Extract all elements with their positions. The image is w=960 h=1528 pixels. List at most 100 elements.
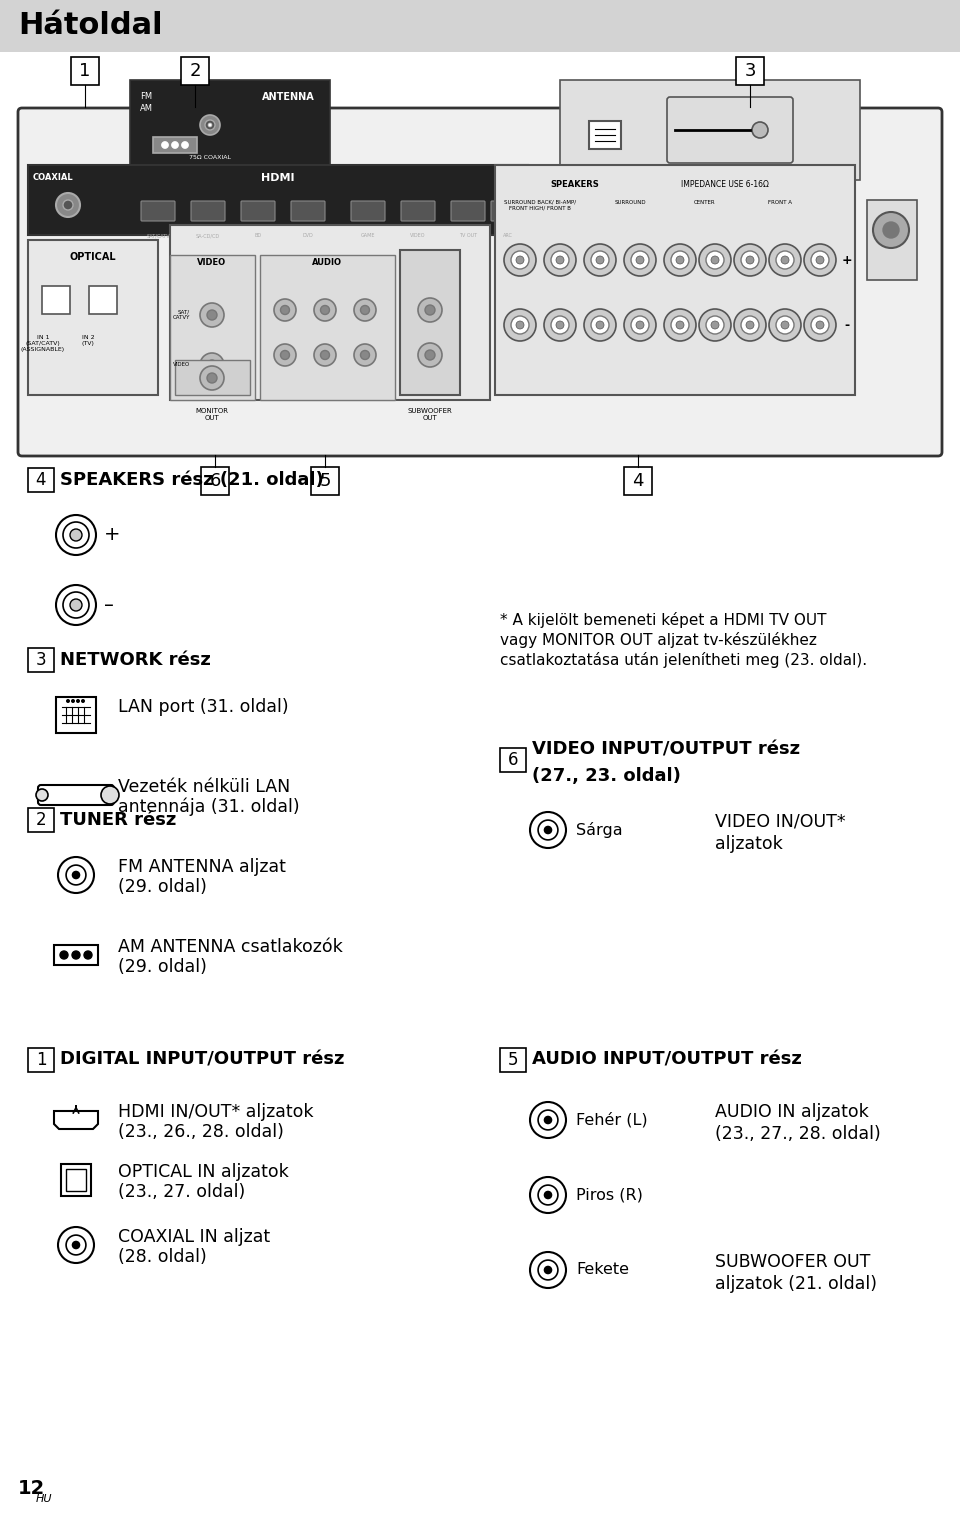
Circle shape: [706, 316, 724, 335]
Bar: [54, 944, 98, 966]
Circle shape: [56, 585, 96, 625]
Text: VIDEO INPUT/OUTPUT rész: VIDEO INPUT/OUTPUT rész: [532, 741, 800, 759]
Circle shape: [181, 142, 188, 148]
Text: +: +: [842, 254, 852, 266]
Circle shape: [418, 342, 442, 367]
Bar: [28, 808, 54, 833]
Bar: [201, 468, 229, 495]
Circle shape: [200, 303, 224, 327]
Circle shape: [58, 1227, 94, 1264]
Text: FRONT A: FRONT A: [768, 200, 792, 205]
Bar: [500, 1048, 526, 1073]
Text: FM ANTENNA aljzat: FM ANTENNA aljzat: [118, 859, 286, 876]
Text: LAN port (31. oldal): LAN port (31. oldal): [118, 698, 289, 717]
Bar: [624, 468, 652, 495]
FancyBboxPatch shape: [351, 202, 385, 222]
Circle shape: [539, 821, 558, 840]
Circle shape: [361, 306, 370, 315]
Circle shape: [804, 309, 836, 341]
Circle shape: [873, 212, 909, 248]
Circle shape: [72, 1241, 80, 1248]
Circle shape: [591, 251, 609, 269]
Text: –: –: [104, 596, 114, 614]
Circle shape: [539, 1186, 558, 1206]
Text: aljzatok: aljzatok: [715, 834, 782, 853]
Circle shape: [63, 523, 89, 549]
Circle shape: [361, 350, 370, 359]
Circle shape: [636, 257, 644, 264]
Text: SPEAKERS rész (21. oldal): SPEAKERS rész (21. oldal): [60, 471, 324, 489]
Circle shape: [746, 321, 754, 329]
Circle shape: [84, 950, 92, 960]
Text: aljzatok (21. oldal): aljzatok (21. oldal): [715, 1274, 877, 1293]
Text: NETWORK rész: NETWORK rész: [60, 651, 211, 669]
Circle shape: [530, 811, 566, 848]
Text: VIDEO: VIDEO: [410, 232, 425, 238]
Text: SAT/
CATVY: SAT/ CATVY: [173, 310, 190, 321]
Text: IMPEDANCE USE 6-16Ω: IMPEDANCE USE 6-16Ω: [681, 180, 769, 189]
Text: -: -: [845, 318, 850, 332]
Bar: [589, 121, 621, 150]
Circle shape: [752, 122, 768, 138]
Text: 1: 1: [36, 1051, 46, 1070]
Text: IN 1
(SAT/CATV)
(ASSIGNABLE): IN 1 (SAT/CATV) (ASSIGNABLE): [21, 335, 65, 351]
FancyBboxPatch shape: [241, 202, 275, 222]
FancyBboxPatch shape: [191, 202, 225, 222]
Circle shape: [274, 344, 296, 367]
Text: BD: BD: [254, 232, 261, 238]
Circle shape: [769, 309, 801, 341]
Text: VIDEO IN/OUT*: VIDEO IN/OUT*: [715, 813, 846, 831]
Bar: [56, 697, 96, 733]
Circle shape: [511, 316, 529, 335]
Circle shape: [741, 251, 759, 269]
Circle shape: [56, 193, 80, 217]
Circle shape: [734, 244, 766, 277]
Circle shape: [63, 591, 89, 617]
FancyBboxPatch shape: [667, 96, 793, 163]
Text: SUBWOOFER
OUT: SUBWOOFER OUT: [408, 408, 452, 422]
Text: +: +: [104, 526, 121, 544]
FancyBboxPatch shape: [38, 785, 114, 805]
Text: COAXIAL IN aljzat: COAXIAL IN aljzat: [118, 1229, 270, 1245]
Circle shape: [280, 350, 290, 359]
FancyBboxPatch shape: [291, 202, 325, 222]
Circle shape: [556, 321, 564, 329]
Text: AUDIO INPUT/OUTPUT rész: AUDIO INPUT/OUTPUT rész: [532, 1051, 802, 1070]
Text: (23., 27. oldal): (23., 27. oldal): [118, 1183, 245, 1201]
Bar: [736, 57, 764, 86]
Bar: [0, 0, 960, 52]
Circle shape: [516, 321, 524, 329]
Circle shape: [544, 1192, 552, 1198]
Circle shape: [883, 222, 899, 238]
Text: HDMI: HDMI: [261, 173, 295, 183]
Circle shape: [274, 299, 296, 321]
Bar: [28, 165, 528, 235]
Polygon shape: [54, 1111, 98, 1129]
Circle shape: [207, 373, 217, 384]
Circle shape: [200, 115, 220, 134]
Text: 75Ω COAXIAL: 75Ω COAXIAL: [189, 154, 231, 160]
Circle shape: [72, 950, 80, 960]
Bar: [130, 79, 330, 170]
Circle shape: [676, 257, 684, 264]
Circle shape: [70, 529, 82, 541]
Circle shape: [66, 865, 85, 885]
Circle shape: [425, 306, 435, 315]
Text: COAXIAL: COAXIAL: [33, 173, 74, 182]
Text: SAT/CATV: SAT/CATV: [146, 232, 170, 238]
Circle shape: [418, 298, 442, 322]
Text: 6: 6: [508, 750, 518, 769]
FancyBboxPatch shape: [401, 202, 435, 222]
Bar: [153, 138, 197, 153]
Circle shape: [544, 827, 552, 834]
Circle shape: [551, 251, 569, 269]
Circle shape: [314, 344, 336, 367]
Text: 4: 4: [36, 471, 46, 489]
Text: AUDIO: AUDIO: [312, 258, 342, 267]
Bar: [28, 648, 54, 672]
Circle shape: [631, 251, 649, 269]
Text: (23., 27., 28. oldal): (23., 27., 28. oldal): [715, 1125, 880, 1143]
Circle shape: [671, 251, 689, 269]
Circle shape: [314, 299, 336, 321]
Bar: [175, 361, 250, 396]
